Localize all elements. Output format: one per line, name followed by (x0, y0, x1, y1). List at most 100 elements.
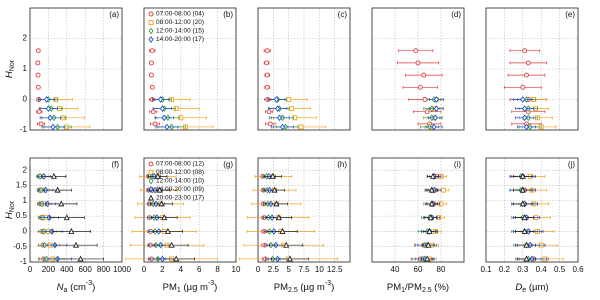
x-tick-label: 0 (142, 265, 147, 274)
marker (519, 172, 526, 179)
x-tick-label: 0.6 (572, 265, 584, 274)
marker (50, 123, 56, 131)
axes-frame (485, 7, 579, 131)
marker (161, 214, 168, 221)
marker (267, 121, 273, 127)
x-tick-label: 2 (160, 265, 165, 274)
marker (45, 105, 51, 112)
axes-frame (29, 157, 123, 263)
x-tick-label: 8 (215, 265, 220, 274)
marker (148, 60, 154, 66)
marker (43, 96, 50, 103)
marker (161, 114, 167, 122)
marker (431, 123, 437, 131)
marker (519, 200, 526, 207)
y-axis-label: HNor (4, 59, 17, 78)
x-axis-label: Na (cm-3) (57, 280, 96, 294)
axes-frame (257, 157, 351, 263)
x-tick-label: 0 (28, 265, 33, 274)
marker (424, 255, 431, 262)
marker (279, 123, 286, 131)
marker (428, 186, 435, 193)
x-tick-label: 400 (60, 265, 74, 274)
panel-label: (j) (568, 160, 575, 169)
marker (47, 114, 53, 122)
marker (159, 105, 165, 112)
marker (279, 227, 286, 234)
y-tick-label: 0 (23, 95, 28, 104)
marker (298, 124, 304, 130)
marker (413, 48, 419, 54)
x-axis-label-part: D (515, 282, 522, 293)
x-tick-label: 4 (179, 265, 184, 274)
marker (428, 200, 435, 207)
x-tick-label: 600 (79, 265, 93, 274)
marker (427, 214, 434, 221)
marker (286, 255, 293, 262)
legend-label: 12:00-14:00 (10) (156, 178, 204, 185)
y-tick-label: 1 (23, 64, 28, 73)
legend-label: 07:00-08:00 (12) (156, 161, 204, 168)
y-tick-label: 0 (23, 227, 28, 236)
y-axis-label: HNor (4, 200, 17, 219)
marker (276, 114, 283, 122)
panel-label: (a) (109, 10, 119, 19)
marker (521, 214, 528, 221)
legend-label: 12:00-14:00 (15) (156, 28, 204, 35)
x-axis-label: PM1/PM2.5 (%) (387, 282, 449, 295)
x-axis-label-part: (%) (432, 282, 449, 293)
marker (50, 172, 57, 179)
marker (424, 109, 430, 115)
marker (157, 96, 164, 103)
y-tick-label: -0.5 (13, 242, 27, 251)
x-tick-label: 200 (42, 265, 56, 274)
x-tick-label: 80 (437, 265, 446, 274)
marker (154, 172, 161, 179)
x-tick-label: 0.2 (499, 265, 511, 274)
panel-label: (f) (111, 160, 119, 169)
x-axis-label-part: PM (163, 282, 177, 293)
x-tick-label: 800 (97, 265, 111, 274)
x-axis-label-part: /PM (405, 282, 422, 293)
x-axis-label-part: ) (214, 282, 217, 293)
marker (152, 121, 158, 127)
x-tick-label: 1000 (113, 265, 131, 274)
marker (273, 200, 280, 207)
marker (433, 105, 439, 112)
y-tick-label: -1 (20, 125, 28, 134)
marker (520, 84, 526, 90)
marker (148, 27, 154, 35)
x-axis-label-part: 2.5 (422, 287, 432, 294)
axes-frame (143, 7, 237, 131)
marker (36, 109, 42, 115)
marker (148, 161, 154, 167)
marker (266, 109, 272, 115)
x-axis-label-part: -3 (86, 280, 92, 287)
x-tick-label: 0.4 (536, 265, 548, 274)
marker (421, 72, 427, 78)
marker (35, 60, 41, 66)
marker (164, 227, 171, 234)
marker (68, 227, 75, 234)
y-axis-label-part: H (4, 71, 15, 78)
marker (149, 48, 155, 54)
marker (525, 60, 531, 66)
marker (35, 84, 41, 90)
marker (58, 200, 65, 207)
marker (168, 241, 175, 248)
marker (156, 186, 163, 193)
panel-label: (g) (223, 160, 233, 169)
marker (426, 227, 433, 234)
x-axis-label-part: ) (331, 282, 334, 293)
legend-label: 07:00-08:00 (04) (156, 11, 204, 18)
marker (433, 96, 439, 103)
marker (148, 36, 154, 43)
x-axis-label-part: e (522, 287, 526, 294)
marker (523, 255, 530, 262)
y-axis-label-part: H (4, 212, 15, 219)
marker (147, 194, 155, 201)
y-tick-label: 2 (23, 34, 28, 43)
x-axis-label-part: 2.5 (288, 287, 298, 294)
axes-frame (371, 157, 465, 263)
